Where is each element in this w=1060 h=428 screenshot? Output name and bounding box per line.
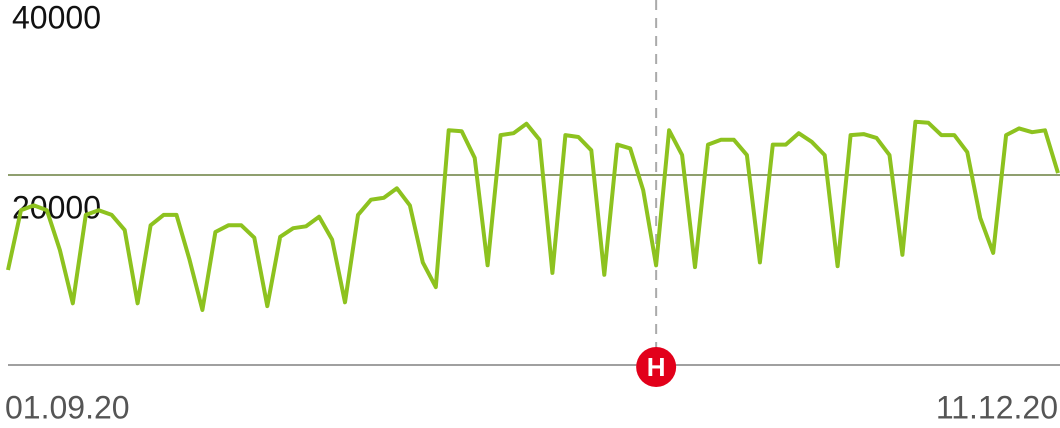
data-line [6, 119, 1060, 312]
y-tick-label: 40000 [12, 0, 101, 35]
x-tick-label: 11.12.20 [936, 389, 1058, 425]
event-label: H [647, 352, 666, 382]
x-tick-label: 01.09.20 [5, 389, 130, 425]
event-badge [636, 347, 677, 387]
